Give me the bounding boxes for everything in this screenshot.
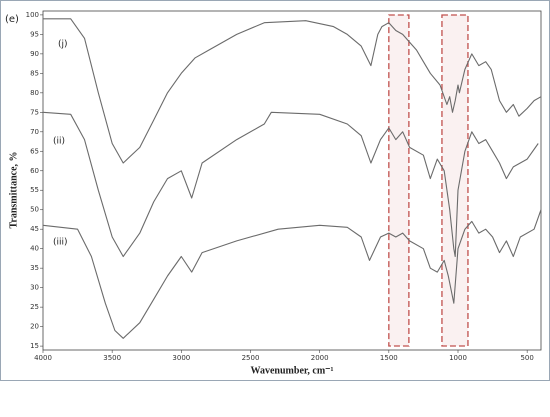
- series-label: (ii): [53, 137, 65, 147]
- y-tick-label: 65: [30, 147, 39, 155]
- x-tick-label: 2000: [311, 354, 329, 362]
- y-axis-label: Transmittance, %: [8, 151, 19, 228]
- x-tick-label: 4000: [34, 354, 52, 362]
- y-tick-label: 45: [30, 225, 39, 233]
- chart-title: (e): [5, 14, 19, 25]
- y-tick-label: 15: [30, 342, 39, 350]
- y-tick-label: 85: [30, 69, 39, 77]
- y-tick-label: 20: [30, 323, 39, 331]
- y-tick-label: 70: [30, 128, 39, 136]
- y-tick-label: 100: [26, 11, 39, 19]
- y-tick-label: 75: [30, 108, 39, 116]
- spectrum-line: [43, 18, 542, 164]
- x-tick-label: 3500: [103, 354, 121, 362]
- x-tick-label: 3000: [172, 354, 190, 362]
- y-tick-label: 25: [30, 303, 39, 311]
- spectrum-line: [42, 209, 542, 339]
- series-label: (iii): [53, 238, 68, 248]
- x-axis-label: Wavenumber, cm⁻¹: [251, 365, 334, 376]
- x-tick-label: 2500: [242, 354, 260, 362]
- x-tick-label: 500: [520, 354, 533, 362]
- x-tick-label: 1000: [449, 354, 467, 362]
- y-tick-label: 95: [30, 30, 39, 38]
- y-tick-label: 80: [30, 89, 39, 97]
- y-tick-label: 40: [30, 245, 39, 253]
- y-tick-label: 35: [30, 264, 39, 272]
- y-tick-label: 55: [30, 186, 39, 194]
- series-label: (j): [58, 40, 68, 50]
- y-tick-label: 60: [30, 167, 39, 175]
- y-tick-label: 50: [30, 206, 39, 214]
- x-tick-label: 1500: [380, 354, 398, 362]
- y-tick-label: 90: [30, 50, 39, 58]
- y-tick-label: 30: [30, 284, 39, 292]
- highlight-region: [388, 14, 410, 347]
- plot-frame: [42, 10, 542, 351]
- spectrum-line: [42, 111, 539, 258]
